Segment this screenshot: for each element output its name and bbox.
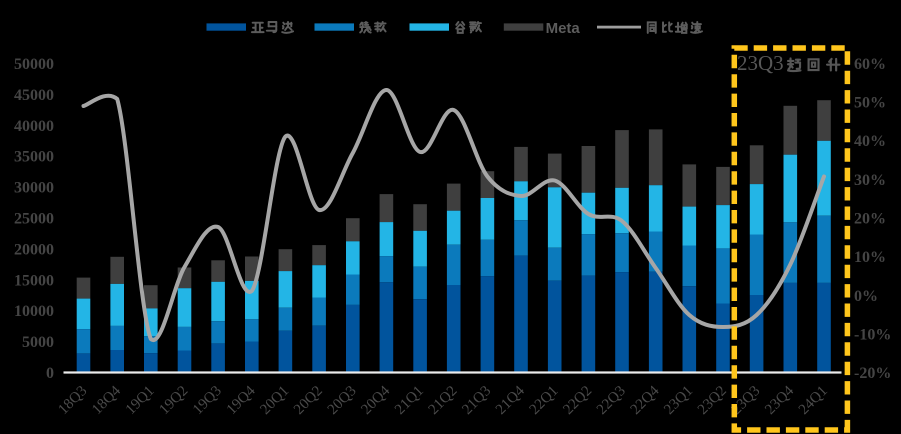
- svg-text:0: 0: [46, 365, 54, 382]
- svg-text:10%: 10%: [854, 249, 886, 266]
- svg-text:23Q3: 23Q3: [737, 51, 784, 75]
- svg-text:-10%: -10%: [854, 326, 891, 343]
- svg-text:20%: 20%: [854, 211, 886, 228]
- svg-text:Meta: Meta: [546, 20, 581, 37]
- svg-text:0%: 0%: [854, 288, 878, 305]
- svg-text:20000: 20000: [14, 241, 54, 258]
- svg-text:40%: 40%: [854, 133, 886, 150]
- svg-text:40000: 40000: [14, 118, 54, 135]
- svg-text:30000: 30000: [14, 180, 54, 197]
- svg-text:50000: 50000: [14, 56, 54, 73]
- svg-text:50%: 50%: [854, 95, 886, 112]
- svg-text:10000: 10000: [14, 303, 54, 320]
- svg-text:5000: 5000: [22, 334, 54, 351]
- svg-text:60%: 60%: [854, 56, 886, 73]
- svg-text:35000: 35000: [14, 149, 54, 166]
- svg-text:45000: 45000: [14, 87, 54, 104]
- svg-text:25000: 25000: [14, 211, 54, 228]
- svg-text:-20%: -20%: [854, 365, 891, 382]
- svg-text:30%: 30%: [854, 172, 886, 189]
- svg-text:15000: 15000: [14, 272, 54, 289]
